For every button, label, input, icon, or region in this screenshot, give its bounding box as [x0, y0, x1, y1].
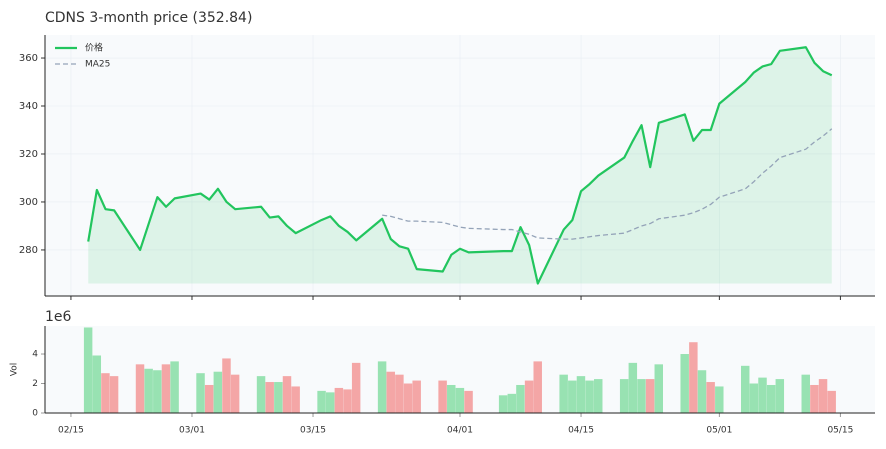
y-tick-label: 340	[19, 101, 38, 112]
volume-bar	[697, 370, 707, 413]
volume-bar	[680, 354, 689, 413]
volume-bar	[533, 361, 542, 413]
line	[87, 46, 833, 285]
volume-bar	[395, 374, 404, 413]
volume-bar	[196, 373, 205, 413]
volume-bar	[343, 389, 352, 413]
volume-bar	[524, 380, 534, 413]
volume-bar	[213, 371, 223, 413]
volume-bar	[101, 373, 110, 413]
volume-bar	[351, 362, 361, 413]
volume-bar	[438, 380, 447, 413]
volume-bar	[274, 382, 283, 413]
y-tick-label: 4	[32, 350, 38, 360]
volume-bar	[161, 364, 171, 413]
volume-bar	[282, 376, 292, 413]
volume-bar	[628, 362, 638, 413]
volume-bar	[568, 380, 577, 413]
volume-bar	[654, 364, 664, 413]
volume-bar	[507, 393, 517, 413]
volume-bar	[498, 395, 508, 413]
x-tick-label: 02/15	[58, 426, 84, 436]
volume-bar	[464, 390, 473, 413]
x-tick-label: 03/01	[179, 426, 205, 436]
volume-bar	[222, 358, 231, 413]
volume-bar	[818, 379, 828, 413]
legend-label: 价格	[85, 42, 103, 54]
volume-bar	[377, 361, 387, 413]
volume-bar	[447, 384, 456, 413]
volume-bar	[291, 386, 300, 413]
volume-bar	[740, 365, 750, 413]
offset-label: 1e6	[45, 309, 72, 325]
volume-bar	[334, 387, 344, 413]
volume-bar	[585, 380, 594, 413]
volume-bar	[204, 384, 214, 413]
y-axis-label: Vol	[10, 363, 20, 376]
x-tick-label: 05/01	[706, 426, 732, 436]
volume-bar	[386, 371, 395, 413]
x-tick-label: 03/15	[300, 426, 326, 436]
y-tick-label: 2	[32, 379, 38, 389]
volume-bar	[83, 327, 93, 413]
volume-bar	[135, 364, 145, 413]
volume-bar	[559, 374, 568, 413]
x-tick-label: 04/15	[568, 426, 594, 436]
volume-bar	[810, 384, 819, 413]
volume-bar	[689, 342, 698, 413]
volume-bar	[801, 374, 810, 413]
volume-bar	[256, 376, 266, 413]
legend-label: MA25	[85, 60, 110, 70]
volume-bar	[619, 379, 629, 413]
volume-bar	[516, 384, 525, 413]
volume-bar	[170, 361, 179, 413]
volume-bar	[230, 374, 240, 413]
y-tick-label: 0	[32, 409, 38, 419]
volume-bar	[455, 387, 465, 413]
volume-bar	[827, 390, 836, 413]
volume-bar	[749, 383, 759, 413]
volume-bar	[775, 379, 785, 413]
volume-bar	[645, 379, 655, 413]
volume-bar	[766, 384, 776, 413]
volume-bar	[637, 379, 646, 413]
volume-bar	[92, 355, 102, 413]
volume-bar	[576, 376, 586, 413]
y-tick-label: 320	[19, 149, 38, 160]
volume-bar	[403, 383, 413, 413]
x-tick-label: 04/01	[447, 426, 473, 436]
chart-title: CDNS 3-month price (352.84)	[45, 10, 252, 26]
volume-bar	[758, 377, 767, 413]
x-tick-label: 05/15	[827, 426, 853, 436]
volume-bar	[317, 390, 326, 413]
volume-bar	[153, 370, 162, 413]
volume-bar	[706, 382, 715, 413]
volume-bar	[109, 376, 119, 413]
y-tick-label: 360	[19, 53, 38, 64]
volume-bar	[325, 392, 335, 413]
y-tick-label: 300	[19, 197, 38, 208]
line	[382, 128, 833, 240]
y-tick-label: 280	[19, 245, 38, 256]
volume-bar	[412, 380, 421, 413]
volume-bar	[265, 382, 274, 413]
volume-bar	[715, 386, 724, 413]
volume-bar	[144, 368, 153, 413]
volume-bar	[594, 379, 603, 413]
